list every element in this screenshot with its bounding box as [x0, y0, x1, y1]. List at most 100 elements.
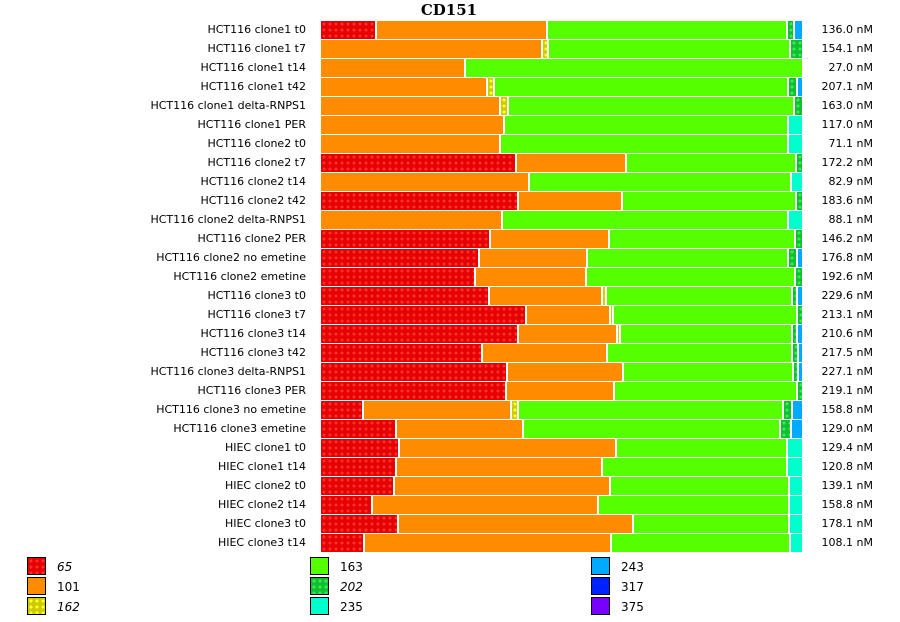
- bar-segment-202: [794, 97, 802, 115]
- row-label: HCT116 clone1 t7: [207, 42, 306, 55]
- chart-row: HCT116 clone2 t42 183.6 nM: [0, 191, 900, 210]
- bar-segment-101: [399, 515, 633, 533]
- row-label: HCT116 clone3 emetine: [173, 422, 306, 435]
- stacked-bar: [321, 439, 802, 457]
- row-total-value: 176.8 nM: [821, 251, 873, 264]
- stacked-bar: [321, 477, 802, 495]
- bar-segment-101: [527, 306, 609, 324]
- row-label: HCT116 clone2 t14: [200, 175, 306, 188]
- bar-segment-202: [788, 21, 794, 39]
- stacked-bar: [321, 59, 802, 77]
- bar-segment-101: [508, 363, 622, 381]
- bar-segment-243: [795, 21, 802, 39]
- bar-segment-101: [506, 382, 613, 400]
- bar-segment-101: [479, 249, 587, 267]
- bar-segment-65: [321, 287, 488, 305]
- bar-segment-101: [483, 344, 607, 362]
- row-total-value: 71.1 nM: [828, 137, 873, 150]
- row-total-value: 158.8 nM: [821, 403, 873, 416]
- stacked-bar: [321, 192, 802, 210]
- row-total-value: 178.1 nM: [821, 517, 873, 530]
- row-total-value: 117.0 nM: [821, 118, 873, 131]
- bar-segment-202: [797, 192, 802, 210]
- bar-segment-163: [627, 154, 795, 172]
- row-label: HCT116 clone3 t7: [207, 308, 306, 321]
- row-label: HCT116 clone3 no emetine: [156, 403, 306, 416]
- bar-segment-163: [609, 230, 795, 248]
- bar-segment-235: [790, 496, 802, 514]
- row-total-value: 27.0 nM: [828, 61, 873, 74]
- bar-segment-65: [321, 249, 478, 267]
- bar-segment-101: [476, 268, 586, 286]
- bar-segment-101: [321, 59, 465, 77]
- row-label: HCT116 clone3 PER: [197, 384, 306, 397]
- bar-segment-101: [321, 78, 487, 96]
- bar-segment-202: [789, 249, 796, 267]
- stacked-bar: [321, 287, 802, 305]
- bar-segment-101: [321, 40, 541, 58]
- legend-label: 243: [621, 560, 644, 574]
- stacked-bar: [321, 116, 802, 134]
- row-total-value: 207.1 nM: [821, 80, 873, 93]
- row-label: HIEC clone3 t0: [224, 517, 306, 530]
- chart-row: HCT116 clone3 PER 219.1 nM: [0, 381, 900, 400]
- bar-segment-202: [798, 306, 802, 324]
- bar-segment-243: [797, 325, 802, 343]
- bar-segment-162: [512, 401, 518, 419]
- stacked-bar: [321, 40, 802, 58]
- row-total-value: 163.0 nM: [821, 99, 873, 112]
- row-label: HIEC clone1 t0: [224, 441, 306, 454]
- bar-segment-162: [542, 40, 547, 58]
- chart-row: HCT116 clone2 t7 172.2 nM: [0, 153, 900, 172]
- stacked-bar: [321, 496, 802, 514]
- bar-segment-65: [321, 230, 490, 248]
- row-total-value: 192.6 nM: [821, 270, 873, 283]
- bar-segment-202: [791, 40, 802, 58]
- row-label: HCT116 clone2 no emetine: [156, 251, 306, 264]
- bar-segment-163: [606, 287, 791, 305]
- chart-row: HIEC clone3 t0 178.1 nM: [0, 514, 900, 533]
- legend-swatch: [310, 557, 329, 575]
- bar-segment-65: [321, 382, 505, 400]
- bar-segment-243: [799, 344, 802, 362]
- bar-segment-65: [321, 306, 526, 324]
- bar-segment-65: [321, 154, 516, 172]
- row-total-value: 154.1 nM: [821, 42, 873, 55]
- row-label: HCT116 clone3 t0: [207, 289, 306, 302]
- bar-segment-163: [508, 97, 793, 115]
- row-total-value: 82.9 nM: [828, 175, 873, 188]
- chart-row: HCT116 clone1 delta-RNPS1 163.0 nM: [0, 96, 900, 115]
- bar-segment-163: [548, 21, 787, 39]
- bar-segment-243: [797, 287, 802, 305]
- row-label: HCT116 clone1 PER: [197, 118, 306, 131]
- stacked-bar: [321, 401, 802, 419]
- bar-segment-202: [793, 344, 798, 362]
- bar-segment-163: [588, 249, 788, 267]
- bar-segment-202: [796, 268, 802, 286]
- row-label: HCT116 clone1 t42: [200, 80, 306, 93]
- chart-row: HCT116 clone3 t0 229.6 nM: [0, 286, 900, 305]
- bar-segment-243: [791, 420, 802, 438]
- bar-segment-163: [548, 40, 790, 58]
- bar-segment-162: [602, 287, 605, 305]
- legend-swatch: [27, 577, 46, 595]
- row-label: HCT116 clone2 delta-RNPS1: [150, 213, 306, 226]
- bar-segment-202: [793, 325, 796, 343]
- stacked-bar: [321, 230, 802, 248]
- bar-segment-101: [321, 116, 504, 134]
- bar-segment-101: [518, 325, 617, 343]
- bar-segment-101: [321, 211, 502, 229]
- bar-segment-163: [500, 135, 787, 153]
- bar-segment-163: [529, 173, 791, 191]
- chart-row: HCT116 clone3 delta-RNPS1 227.1 nM: [0, 362, 900, 381]
- chart-row: HCT116 clone3 t42 217.5 nM: [0, 343, 900, 362]
- bar-segment-65: [321, 515, 398, 533]
- stacked-bar: [321, 344, 802, 362]
- chart-row: HIEC clone1 t0 129.4 nM: [0, 438, 900, 457]
- bar-segment-202: [783, 401, 791, 419]
- bar-segment-235: [791, 534, 802, 552]
- bar-segment-202: [794, 363, 798, 381]
- bar-segment-65: [321, 363, 507, 381]
- bar-segment-101: [363, 401, 511, 419]
- legend-swatch: [591, 577, 610, 595]
